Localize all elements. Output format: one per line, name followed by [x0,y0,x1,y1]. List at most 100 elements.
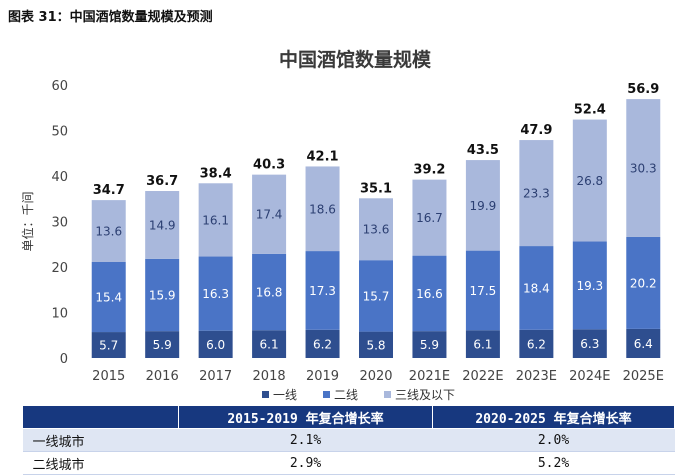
bar-segment [91,332,126,358]
bar-segment [91,261,126,333]
cagr-2020-2025-cell: 5.2% [432,451,675,475]
data-label: 16.6 [416,287,443,301]
data-label: 17.4 [256,208,283,222]
y-axis: 0 10 20 30 40 50 60 [51,79,68,367]
bar-segment [359,260,393,332]
total-label: 35.1 [360,181,392,196]
bar-segment [305,166,340,252]
bar-segment [252,174,287,254]
bar-segment [626,328,661,358]
bar-segment [145,331,180,358]
row-label: 一线城市 [22,428,179,452]
x-tick-label: 2025E [623,369,664,384]
x-tick-label: 2021E [409,369,450,384]
legend-label: 二线 [334,388,358,402]
data-label: 6.4 [634,337,653,351]
bar-segment [145,191,180,259]
bar-segment [305,251,340,330]
y-tick-label: 10 [51,307,68,322]
bar-segment [465,160,500,251]
data-label: 6.2 [527,337,546,351]
x-tick-label: 2017 [199,369,232,384]
data-label: 6.1 [260,338,279,352]
bar-segment [465,330,500,358]
bar-segment [519,329,554,358]
x-tick-label: 2019 [306,369,339,384]
data-label: 6.3 [580,337,599,351]
bar-segment [198,256,233,331]
bar-segment [572,241,607,330]
legend-label: 三线及以下 [395,388,455,402]
y-axis-label: 单位：千间 [20,191,35,251]
total-label: 52.4 [574,103,606,118]
y-tick-label: 60 [51,79,68,94]
data-label: 19.3 [576,279,603,293]
data-label: 6.1 [473,338,492,352]
stacked-bar-chart: 中国酒馆数量规模 0 10 20 30 40 50 60 单位：千间 5.7 15.4 13.6… [20,48,664,402]
data-label: 20.2 [630,276,657,290]
data-label: 5.9 [420,338,439,352]
x-tick-label: 2020 [359,369,392,384]
x-tick-label: 2015 [92,369,125,384]
legend-swatch [323,391,330,398]
cagr-table: 2015-2019 年复合增长率 2020-2025 年复合增长率 一线城市 2… [22,405,675,475]
bar-segment [252,330,287,358]
legend-label: 一线 [273,388,297,402]
legend-swatch [262,391,269,398]
total-label: 38.4 [200,166,232,181]
total-label: 43.5 [467,143,499,158]
data-label: 13.6 [363,223,390,237]
bars: 5.7 15.4 13.6 34.7 5.9 15.9 14.9 36.7 6.0 16.3 16.… [91,82,661,358]
table-header-row: 2015-2019 年复合增长率 2020-2025 年复合增长率 [22,405,675,429]
cagr-2020-2025-cell: 2.0% [432,428,675,452]
x-tick-label: 2023E [516,369,557,384]
data-label: 23.3 [523,187,550,201]
bar-segment [412,331,447,358]
total-label: 34.7 [93,183,125,198]
figure-caption: 图表 31：中国酒馆数量规模及预测 [8,10,213,25]
row-label: 二线城市 [22,451,179,475]
bar-segment [145,258,180,332]
bar-segment [572,329,607,358]
table-header-cagr-2015-2019: 2015-2019 年复合增长率 [178,405,433,429]
bar-segment [359,198,393,261]
bar-segment [412,179,447,256]
bar-segment [519,140,554,247]
total-label: 39.2 [413,163,445,178]
x-axis: 2015 2016 2017 2018 2019 2020 2021E 2022E 2023E 2… [92,369,664,384]
x-tick-label: 2022E [462,369,503,384]
data-label: 16.8 [256,286,283,300]
total-label: 42.1 [307,149,339,164]
bar-segment [519,246,554,330]
bar-segment [198,183,233,257]
data-label: 17.5 [470,284,497,298]
data-label: 18.6 [309,202,336,216]
cagr-2015-2019-cell: 2.1% [178,428,433,452]
bar-segment [572,119,607,242]
x-tick-label: 2024E [569,369,610,384]
data-label: 5.7 [99,339,118,353]
cagr-2015-2019-cell: 2.9% [178,451,433,475]
data-label: 6.2 [313,337,332,351]
bar-segment [465,250,500,331]
bar-segment [359,331,393,358]
total-label: 56.9 [627,82,659,97]
total-label: 47.9 [520,123,552,138]
table-header-blank [22,405,179,429]
total-label: 40.3 [253,158,285,173]
x-tick-label: 2016 [146,369,179,384]
data-label: 13.6 [95,225,122,239]
bar-segment [412,255,447,332]
table-row: 一线城市 2.1% 2.0% [22,428,675,452]
data-label: 5.9 [153,338,172,352]
data-label: 15.4 [95,291,122,305]
bar-segment [626,99,661,237]
bar-segment [305,329,340,358]
data-label: 15.9 [149,288,176,302]
y-tick-label: 40 [51,170,68,185]
data-label: 6.0 [206,338,225,352]
chart-title: 中国酒馆数量规模 [279,48,432,71]
legend-swatch [384,391,391,398]
data-label: 16.1 [202,213,229,227]
table-row: 二线城市 2.9% 5.2% [22,451,675,475]
